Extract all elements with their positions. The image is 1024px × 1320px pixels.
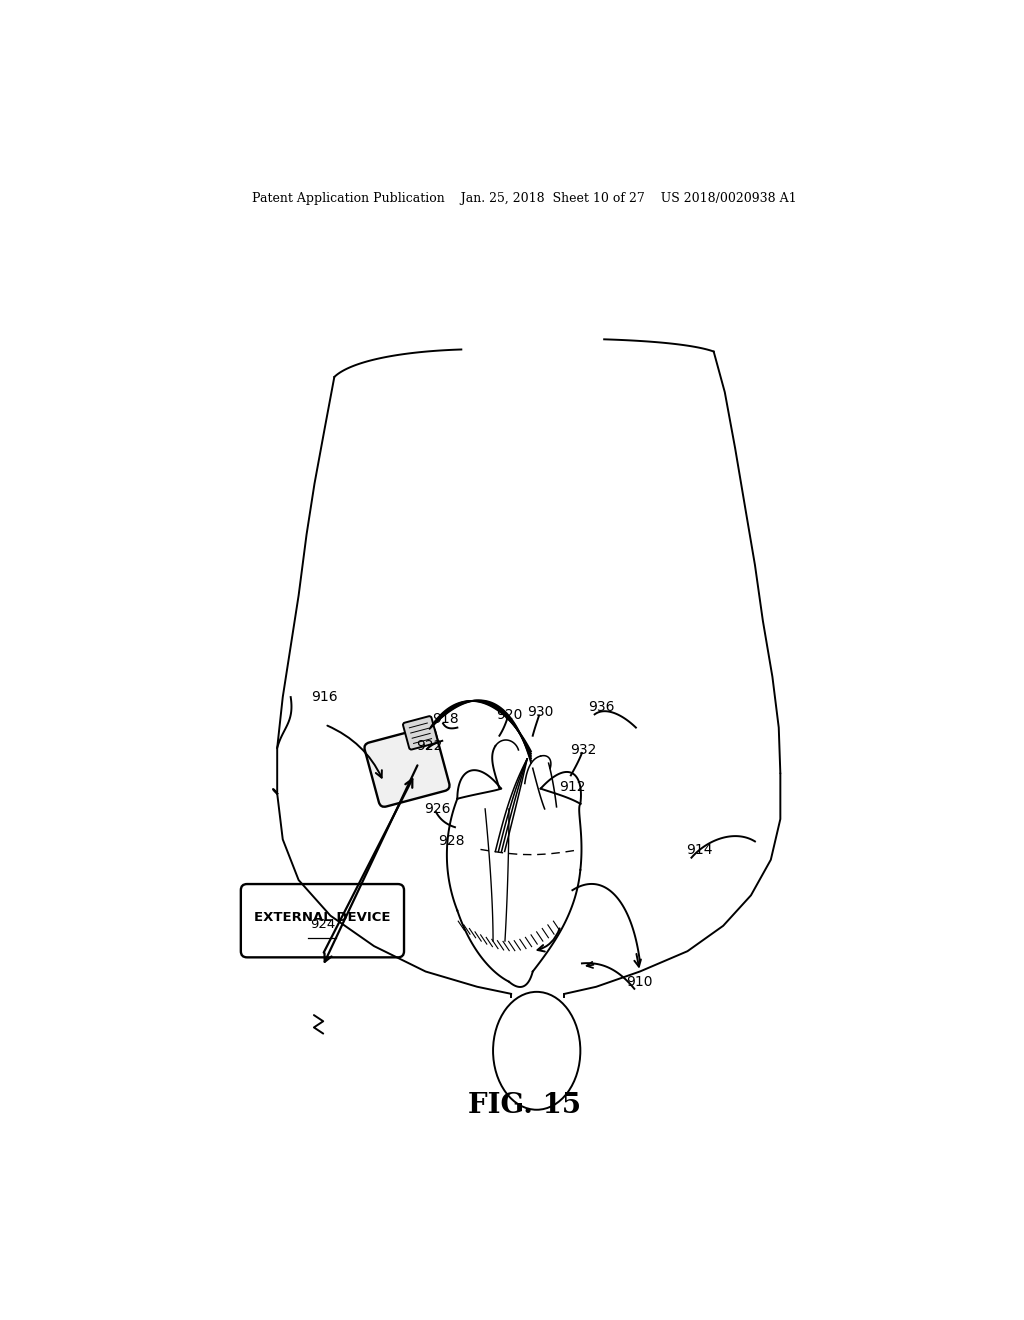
FancyBboxPatch shape — [403, 717, 437, 750]
Text: 926: 926 — [424, 801, 451, 816]
Text: 936: 936 — [588, 700, 614, 714]
Text: EXTERNAL DEVICE: EXTERNAL DEVICE — [254, 911, 391, 924]
Text: 916: 916 — [311, 690, 338, 704]
FancyBboxPatch shape — [365, 726, 450, 807]
Text: Patent Application Publication    Jan. 25, 2018  Sheet 10 of 27    US 2018/00209: Patent Application Publication Jan. 25, … — [253, 191, 797, 205]
Text: 930: 930 — [527, 705, 554, 719]
Text: 912: 912 — [559, 780, 586, 793]
Text: 914: 914 — [686, 842, 713, 857]
Text: 932: 932 — [570, 743, 597, 756]
FancyBboxPatch shape — [241, 884, 404, 957]
Text: 924: 924 — [310, 919, 335, 932]
Text: 928: 928 — [438, 834, 465, 849]
Text: 918: 918 — [432, 713, 459, 726]
Text: FIG. 15: FIG. 15 — [468, 1092, 582, 1119]
Text: 922: 922 — [417, 739, 442, 752]
Text: 920: 920 — [496, 709, 522, 722]
Text: 910: 910 — [627, 974, 653, 989]
